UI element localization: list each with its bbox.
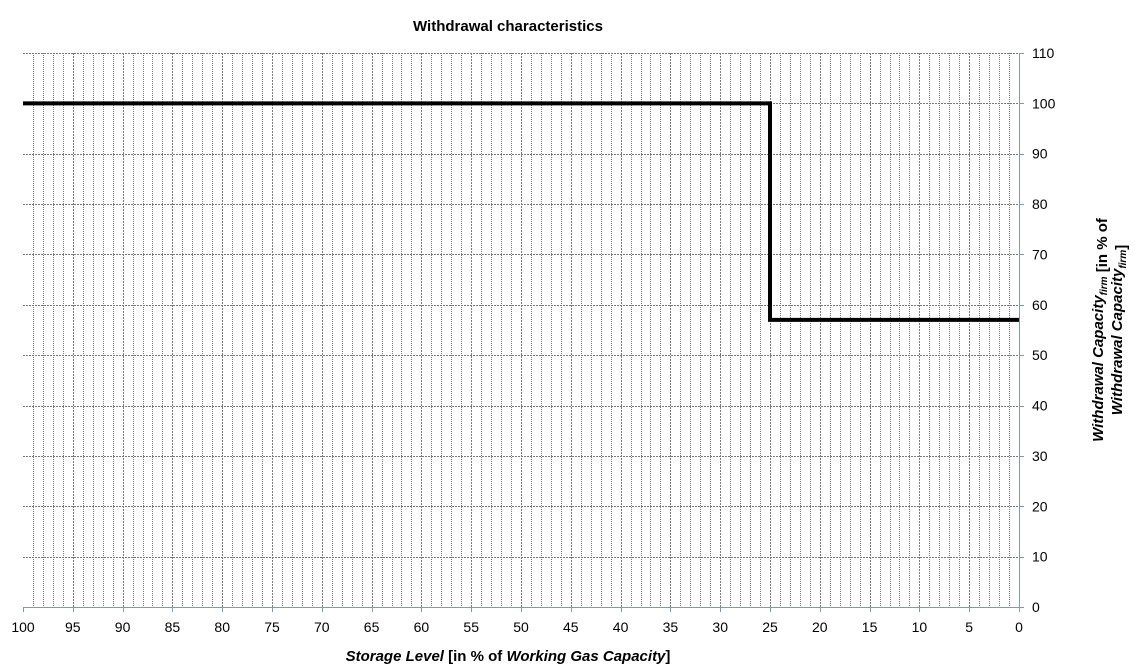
y-tick-label: 110 (1032, 45, 1055, 61)
x-tick-label: 5 (965, 619, 973, 635)
x-tick-label: 45 (563, 619, 579, 635)
y-axis-title: Withdrawal Capacityfirm [in % ofWithdraw… (1090, 217, 1130, 442)
x-tick-label: 95 (65, 619, 81, 635)
x-tick-label: 80 (214, 619, 230, 635)
x-tick-labels: 100 95 90 85 80 75 70 65 60 55 50 45 40 35 30 25 20 15 10 5… (11, 619, 1023, 635)
x-axis-title: Storage Level [in % of Working Gas Capac… (346, 648, 671, 665)
x-tick-label: 20 (812, 619, 828, 635)
chart-title: Withdrawal characteristics (413, 18, 603, 35)
x-tick-label: 70 (314, 619, 330, 635)
y-axis-title-line: Withdrawal Capacityfirm] (1109, 245, 1130, 415)
y-tick-label: 60 (1032, 297, 1048, 313)
y-tick-label: 80 (1032, 196, 1048, 212)
x-tick-label: 30 (712, 619, 728, 635)
y-tick-label: 50 (1032, 347, 1048, 363)
y-tick-label: 30 (1032, 448, 1048, 464)
x-tick-label: 100 (11, 619, 35, 635)
major-grid (23, 53, 1019, 607)
y-tick-label: 70 (1032, 246, 1048, 262)
y-axis-title-line: Withdrawal Capacityfirm [in % of (1090, 217, 1111, 442)
x-tick-label: 25 (762, 619, 778, 635)
x-tick-label: 40 (613, 619, 629, 635)
x-tick-label: 85 (165, 619, 181, 635)
x-tick-label: 55 (463, 619, 479, 635)
y-tick-label: 40 (1032, 398, 1048, 414)
x-tick-label: 50 (513, 619, 529, 635)
x-tick-label: 65 (364, 619, 380, 635)
x-tick-label: 60 (414, 619, 430, 635)
y-tick-label: 0 (1032, 599, 1040, 615)
x-tick-label: 75 (264, 619, 280, 635)
x-tick-label: 90 (115, 619, 131, 635)
x-tick-label: 15 (862, 619, 878, 635)
y-tick-label: 10 (1032, 549, 1048, 565)
axes (23, 53, 1024, 612)
x-tick-label: 35 (663, 619, 679, 635)
y-tick-labels: 0 10 20 30 40 50 60 70 80 90 100 110 (1032, 45, 1056, 615)
x-tick-label: 10 (912, 619, 928, 635)
y-tick-label: 90 (1032, 146, 1048, 162)
series-line (23, 101, 1019, 322)
y-tick-label: 20 (1032, 498, 1048, 514)
series-layer (23, 101, 1019, 322)
x-tick-label: 0 (1015, 619, 1023, 635)
minor-grid (33, 53, 1010, 607)
y-tick-label: 100 (1032, 95, 1056, 111)
